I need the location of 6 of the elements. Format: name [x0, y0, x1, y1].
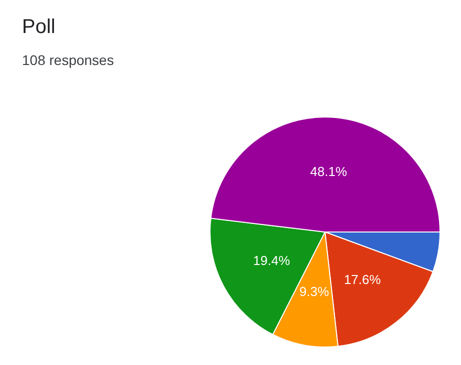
- data-label: 19.4%: [253, 252, 290, 268]
- data-label: 17.6%: [344, 272, 382, 288]
- text: Poll: [22, 16, 56, 38]
- data-label: 48.1%: [310, 164, 348, 180]
- text: 108 responses: [22, 52, 114, 68]
- data-label: 9.3%: [299, 284, 330, 300]
